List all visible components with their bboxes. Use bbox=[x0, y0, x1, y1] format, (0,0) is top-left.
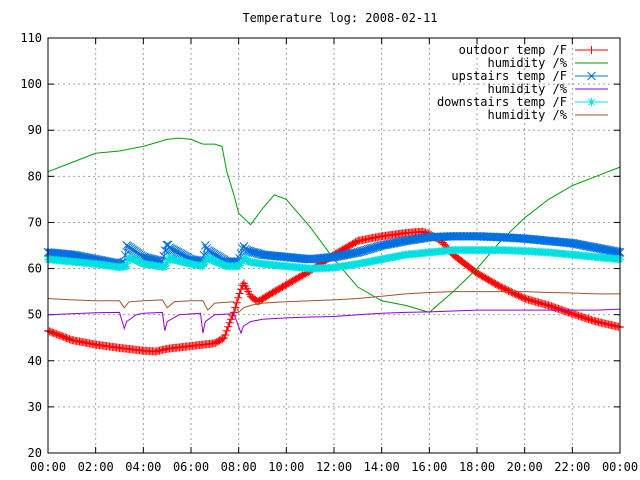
legend-marker bbox=[587, 71, 596, 81]
data-point bbox=[614, 247, 623, 257]
data-point bbox=[122, 262, 131, 271]
legend-item-3: upstairs temp /F bbox=[451, 69, 608, 83]
legend-label: downstairs temp /F bbox=[437, 95, 567, 109]
series-2 bbox=[47, 137, 621, 313]
y-tick-label: 80 bbox=[28, 169, 42, 183]
legend-item-6: humidity /% bbox=[488, 108, 608, 122]
series-1 bbox=[44, 227, 624, 356]
y-tick-label: 60 bbox=[28, 262, 42, 276]
x-tick-label: 16:00 bbox=[411, 460, 447, 474]
x-tick-label: 00:00 bbox=[602, 460, 638, 474]
series-line bbox=[47, 308, 621, 335]
y-tick-label: 110 bbox=[20, 31, 42, 45]
series-3 bbox=[43, 231, 625, 269]
data-point bbox=[225, 318, 234, 327]
data-point bbox=[135, 258, 144, 267]
data-point bbox=[227, 315, 235, 324]
plot-frame bbox=[47, 37, 621, 454]
legend-label: humidity /% bbox=[488, 108, 568, 122]
x-tick-label: 18:00 bbox=[459, 460, 495, 474]
data-point bbox=[161, 262, 170, 271]
data-point bbox=[221, 331, 230, 339]
x-tick-label: 04:00 bbox=[125, 460, 161, 474]
y-tick-label: 20 bbox=[28, 446, 42, 460]
axis-layer: 20 30 40 50 60 70 80 90 100 110 00:00 02:00 04:00 06:… bbox=[20, 31, 638, 474]
series-4 bbox=[47, 308, 621, 335]
legend-item-4: humidity /% bbox=[488, 82, 608, 96]
data-point bbox=[217, 259, 225, 268]
y-tick-label: 100 bbox=[20, 77, 42, 91]
x-tick-label: 08:00 bbox=[221, 460, 257, 474]
data-point bbox=[208, 256, 217, 265]
data-point bbox=[224, 322, 233, 331]
y-tick-label: 70 bbox=[28, 215, 42, 229]
data-point bbox=[234, 293, 243, 302]
chart-title: Temperature log: 2008-02-11 bbox=[242, 11, 437, 25]
series-line bbox=[47, 137, 621, 313]
legend-marker bbox=[587, 46, 596, 54]
y-tick-label: 40 bbox=[28, 354, 42, 368]
x-tick-label: 06:00 bbox=[173, 460, 209, 474]
y-tick-label: 30 bbox=[28, 400, 42, 414]
x-tick-label: 12:00 bbox=[316, 460, 352, 474]
data-point bbox=[126, 254, 135, 262]
legend-label: humidity /% bbox=[488, 56, 568, 70]
y-tick-label: 90 bbox=[28, 123, 42, 137]
legend-marker bbox=[587, 98, 596, 106]
data-point bbox=[160, 246, 170, 255]
data-point bbox=[131, 256, 140, 264]
x-tick-label: 20:00 bbox=[507, 460, 543, 474]
legend-item-1: outdoor temp /F bbox=[459, 43, 608, 57]
x-tick-label: 10:00 bbox=[268, 460, 304, 474]
data-point bbox=[222, 326, 231, 335]
data-point bbox=[209, 256, 218, 265]
data-point bbox=[201, 257, 210, 266]
data-point bbox=[215, 259, 224, 268]
data-point bbox=[235, 289, 244, 298]
data-point bbox=[211, 257, 220, 266]
data-point bbox=[200, 241, 210, 250]
data-point bbox=[219, 261, 228, 270]
data-point bbox=[164, 256, 173, 265]
legend-item-2: humidity /% bbox=[488, 56, 608, 70]
data-point bbox=[214, 258, 223, 267]
grid-layer bbox=[48, 38, 620, 453]
data-point bbox=[218, 260, 227, 269]
legend-label: humidity /% bbox=[488, 82, 568, 96]
series-6 bbox=[47, 291, 620, 314]
series-line bbox=[47, 291, 620, 314]
x-tick-label: 14:00 bbox=[364, 460, 400, 474]
series-layer bbox=[43, 137, 625, 356]
series-5 bbox=[44, 246, 624, 273]
x-tick-label: 00:00 bbox=[30, 460, 66, 474]
data-point bbox=[199, 260, 208, 269]
data-point bbox=[212, 258, 221, 267]
legend-item-5: downstairs temp /F bbox=[437, 95, 608, 109]
x-tick-label: 22:00 bbox=[554, 460, 590, 474]
data-point bbox=[229, 308, 238, 317]
legend-label: outdoor temp /F bbox=[459, 43, 567, 57]
legend-label: upstairs temp /F bbox=[451, 69, 567, 83]
data-point bbox=[162, 259, 171, 268]
y-tick-label: 50 bbox=[28, 308, 42, 322]
data-point bbox=[207, 255, 215, 264]
x-tick-label: 02:00 bbox=[78, 460, 114, 474]
